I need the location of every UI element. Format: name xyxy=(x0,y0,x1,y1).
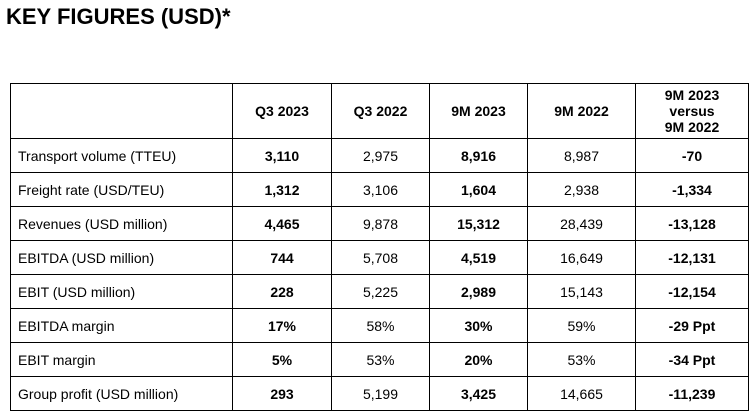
table-cell: 15,312 xyxy=(429,206,528,241)
table-cell: 30% xyxy=(429,308,528,343)
table-cell: 5% xyxy=(232,342,332,377)
row-label: Group profit (USD million) xyxy=(10,376,233,411)
table-cell: 16,649 xyxy=(527,240,636,275)
table-cell: 5,199 xyxy=(331,376,430,411)
header-change-line-2: versus xyxy=(669,103,715,119)
table-cell: 53% xyxy=(331,342,430,377)
row-label: Freight rate (USD/TEU) xyxy=(10,172,233,207)
table-cell: -13,128 xyxy=(635,206,749,241)
header-cell-change: 9M 2023 versus 9M 2022 xyxy=(635,83,749,139)
table-cell: 3,106 xyxy=(331,172,430,207)
table-cell: 5,708 xyxy=(331,240,430,275)
table-cell: 2,938 xyxy=(527,172,636,207)
row-label: EBITDA (USD million) xyxy=(10,240,233,275)
table-row: EBIT margin 5% 53% 20% 53% -34 Ppt xyxy=(10,342,749,377)
row-label: Transport volume (TTEU) xyxy=(10,138,233,173)
table-cell: 53% xyxy=(527,342,636,377)
table-cell: 20% xyxy=(429,342,528,377)
table-row: EBITDA (USD million) 744 5,708 4,519 16,649-… xyxy=(10,240,749,275)
row-label: EBITDA margin xyxy=(10,308,233,343)
table-cell: 1,312 xyxy=(232,172,332,207)
table-cell: -12,131 xyxy=(635,240,749,275)
table-row: EBITDA margin 17% 58% 30% 59% -29 Ppt xyxy=(10,308,749,343)
table-cell: 3,425 xyxy=(429,376,528,411)
table-cell: -29 Ppt xyxy=(635,308,749,343)
table-cell: 1,604 xyxy=(429,172,528,207)
table-header-row: Q3 2023 Q3 2022 9M 2023 9M 2022 9M 2023 … xyxy=(10,83,749,139)
table-cell: -34 Ppt xyxy=(635,342,749,377)
page-title: KEY FIGURES (USD)* xyxy=(6,4,231,29)
table-row: Group profit (USD million) 293 5,199 3,425 1… xyxy=(10,376,749,411)
header-cell-empty xyxy=(10,83,233,139)
table-cell: 59% xyxy=(527,308,636,343)
row-label: EBIT margin xyxy=(10,342,233,377)
row-label: EBIT (USD million) xyxy=(10,274,233,309)
table-cell: 28,439 xyxy=(527,206,636,241)
header-cell-9m-2023: 9M 2023 xyxy=(429,83,528,139)
table-row: EBIT (USD million) 228 5,225 2,989 15,143 -12… xyxy=(10,274,749,309)
table-cell: 14,665 xyxy=(527,376,636,411)
table-row: Transport volume (TTEU) 3,110 2,975 8,916 8,… xyxy=(10,138,749,173)
table-row: Freight rate (USD/TEU) 1,312 3,106 1,604 2,9… xyxy=(10,172,749,207)
table-cell: 9,878 xyxy=(331,206,430,241)
table-cell: 4,519 xyxy=(429,240,528,275)
header-change-line-3: 9M 2022 xyxy=(664,119,720,135)
key-figures-table: Q3 2023 Q3 2022 9M 2023 9M 2022 9M 2023 … xyxy=(10,83,749,411)
table-cell: 5,225 xyxy=(331,274,430,309)
header-cell-q3-2023: Q3 2023 xyxy=(232,83,332,139)
header-cell-9m-2022: 9M 2022 xyxy=(527,83,636,139)
table-cell: 8,987 xyxy=(527,138,636,173)
table-cell: 8,916 xyxy=(429,138,528,173)
table-cell: -1,334 xyxy=(635,172,749,207)
table-cell: 58% xyxy=(331,308,430,343)
table-cell: 293 xyxy=(232,376,332,411)
table-cell: -70 xyxy=(635,138,749,173)
header-cell-q3-2022: Q3 2022 xyxy=(331,83,430,139)
table-cell: 4,465 xyxy=(232,206,332,241)
header-change-line-1: 9M 2023 xyxy=(664,87,720,103)
table-cell: -11,239 xyxy=(635,376,749,411)
table-cell: 17% xyxy=(232,308,332,343)
table-cell: 744 xyxy=(232,240,332,275)
table-cell: 15,143 xyxy=(527,274,636,309)
row-label: Revenues (USD million) xyxy=(10,206,233,241)
table-cell: 2,989 xyxy=(429,274,528,309)
table-cell: 2,975 xyxy=(331,138,430,173)
table-cell: -12,154 xyxy=(635,274,749,309)
table-row: Revenues (USD million) 4,465 9,878 15,312 28… xyxy=(10,206,749,241)
table-cell: 3,110 xyxy=(232,138,332,173)
table-cell: 228 xyxy=(232,274,332,309)
